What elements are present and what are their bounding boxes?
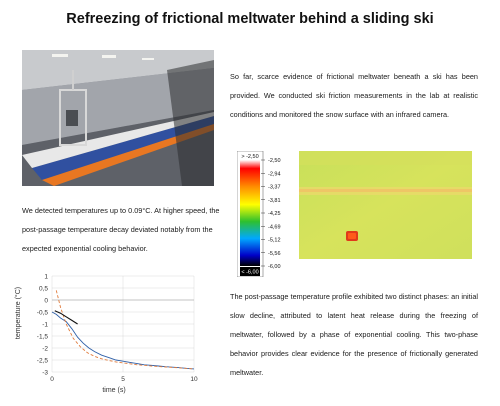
colorbar-tick-label: -5,56 [268, 251, 281, 257]
infrared-image [299, 151, 472, 259]
colorbar-tick-label: -5,12 [268, 238, 281, 244]
colorbar-tick-label: -2,94 [268, 171, 281, 177]
y-tick-label: -1,5 [37, 333, 49, 340]
y-tick-label: 1 [44, 273, 48, 280]
y-tick-label: -2,5 [37, 357, 49, 364]
y-tick-label: -2 [42, 345, 48, 352]
colorbar-tick-label: -2,50 [268, 158, 281, 164]
colorbar-tick-label: -3,37 [268, 185, 281, 191]
temperature-chart: 1 0,5 0 -0,5 -1 -1,5 -2 -2,5 -3 0 5 10 time (s) te… [14, 273, 198, 394]
infrared-image-panel: > -2,50 < -6,00 -2,50 -2,94 -3,37 -3,81 -4,2… [237, 151, 472, 277]
series-line [55, 290, 195, 370]
x-axis-label: time (s) [102, 387, 125, 394]
y-tick-label: -3 [42, 369, 48, 376]
y-tick-label: 0,5 [39, 285, 48, 292]
y-tick-label: -0,5 [37, 309, 49, 316]
conclusion-paragraph: The post-passage temperature profile exh… [230, 292, 478, 377]
colorbar-ticks: -2,50 -2,94 -3,37 -3,81 -4,25 -4,69 -5,12 -5,56… [261, 158, 281, 270]
colorbar-min-label: < -6,00 [241, 270, 258, 276]
colorbar-tick-label: -4,69 [268, 224, 281, 230]
colorbar-tick-label: -6,00 [268, 264, 281, 270]
colorbar-tick-label: -4,25 [268, 211, 281, 217]
y-axis-label: temperature (°C) [14, 287, 22, 339]
intro-paragraph: So far, scarce evidence of frictional me… [230, 72, 478, 119]
chart-grid [51, 275, 195, 373]
x-tick-label: 0 [50, 376, 54, 383]
y-tick-label: 0 [44, 297, 48, 304]
chart-series [51, 290, 195, 370]
colorbar [240, 160, 260, 266]
y-tick-label: -1 [42, 321, 48, 328]
y-tick-labels: 1 0,5 0 -0,5 -1 -1,5 -2 -2,5 -3 [37, 273, 49, 376]
x-tick-labels: 0 5 10 [50, 376, 198, 383]
lab-photo [22, 50, 214, 186]
x-tick-label: 10 [190, 376, 198, 383]
colorbar-tick-label: -3,81 [268, 198, 281, 204]
poster-title: Refreezing of frictional meltwater behin… [66, 11, 434, 27]
series-line [51, 311, 195, 370]
x-tick-label: 5 [121, 376, 125, 383]
colorbar-max-label: > -2,50 [241, 154, 258, 160]
detection-paragraph: We detected temperatures up to 0.09°C. A… [22, 206, 220, 253]
series-line [54, 310, 78, 325]
